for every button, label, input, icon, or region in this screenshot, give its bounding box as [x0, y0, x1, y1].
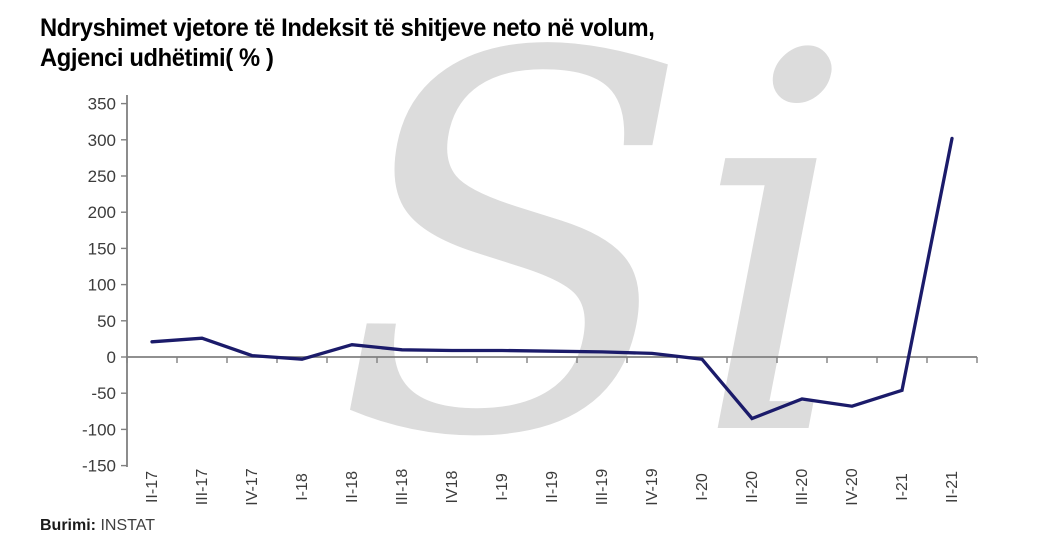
x-tick-label: III-17 [194, 469, 211, 506]
y-tick-label: 250 [88, 167, 116, 186]
page-title-line2: Agjenci udhëtimi( % ) [40, 44, 274, 72]
x-tick-label: III-18 [394, 469, 411, 506]
x-tick-label: II-17 [144, 471, 161, 503]
source-value: INSTAT [96, 517, 155, 534]
page-title-line1: Ndryshimet vjetore të Indeksit të shitje… [40, 14, 655, 42]
y-tick-label: 300 [88, 131, 116, 150]
x-tick-label: III-19 [594, 469, 611, 506]
x-tick-label: I-19 [494, 473, 511, 501]
x-tick-label: II-20 [744, 471, 761, 503]
y-tick-label: -150 [82, 457, 116, 476]
page-title: Ndryshimet vjetore të Indeksit të shitje… [40, 13, 655, 73]
y-tick-label: 350 [88, 95, 116, 114]
x-tick-label: I-18 [294, 473, 311, 501]
x-tick-label: II-19 [544, 471, 561, 503]
source-label: Burimi: [40, 517, 96, 534]
x-tick-label: I-21 [894, 473, 911, 501]
y-tick-label: 200 [88, 203, 116, 222]
y-tick-label: 100 [88, 276, 116, 295]
y-tick-label: 150 [88, 239, 116, 258]
x-tick-label: IV-20 [844, 468, 861, 505]
y-tick-label: -100 [82, 420, 116, 439]
x-tick-label: IV-19 [644, 468, 661, 505]
data-line-series [150, 136, 954, 421]
y-tick-label: -50 [91, 384, 116, 403]
y-tick-label: 0 [107, 348, 116, 367]
x-tick-label: II-21 [944, 471, 961, 503]
x-tick-label: II-18 [344, 471, 361, 503]
x-tick-label: IV-17 [244, 468, 261, 505]
x-tick-label: I-20 [694, 473, 711, 501]
source-note: Burimi: INSTAT [40, 517, 155, 535]
x-tick-label: IV18 [444, 470, 461, 503]
y-tick-label: 50 [97, 312, 116, 331]
x-tick-label: III-20 [794, 469, 811, 506]
instat-si-watermark: Si [335, 0, 858, 550]
